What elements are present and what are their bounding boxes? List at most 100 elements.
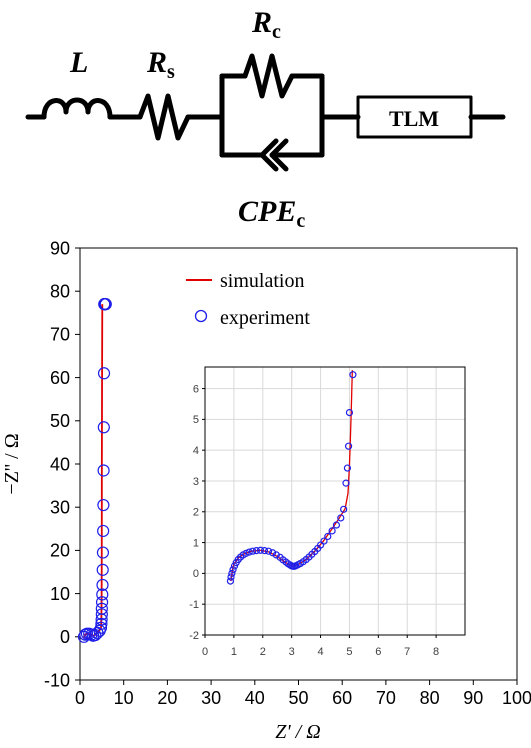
x-tick-label: 0 bbox=[202, 646, 208, 658]
y-tick-label: 80 bbox=[50, 282, 70, 302]
data-point-experiment bbox=[97, 524, 110, 538]
data-point-experiment bbox=[324, 532, 332, 541]
inset-frame bbox=[204, 366, 466, 636]
x-tick-label: 3 bbox=[289, 646, 295, 658]
legend-experiment-label: experiment bbox=[220, 307, 310, 329]
main-y-ticks: -10 0 10 20 30 40 50 60 70 80 90 bbox=[44, 238, 80, 690]
data-point-experiment bbox=[96, 563, 109, 576]
inset-grid bbox=[204, 367, 465, 636]
data-point-experiment bbox=[345, 408, 354, 417]
y-tick-label: 10 bbox=[50, 584, 70, 604]
inset-y-ticks: -2 -1 0 1 2 3 4 5 6 bbox=[189, 383, 205, 642]
data-point-experiment bbox=[252, 546, 261, 555]
data-point-experiment bbox=[226, 577, 235, 585]
data-point-experiment bbox=[342, 479, 350, 487]
label-rc: Rc bbox=[251, 6, 281, 43]
y-tick-label: -1 bbox=[189, 599, 199, 611]
x-tick-label: 100 bbox=[502, 688, 531, 708]
label-rs: Rs bbox=[146, 46, 175, 83]
x-tick-label: 2 bbox=[260, 646, 266, 658]
y-tick-label: -2 bbox=[189, 630, 199, 642]
y-tick-label: 60 bbox=[50, 368, 70, 388]
inset-series bbox=[226, 370, 357, 585]
x-tick-label: 5 bbox=[346, 646, 352, 658]
label-rc-sub: c bbox=[272, 21, 281, 43]
y-tick-label: 50 bbox=[50, 411, 70, 431]
data-point-experiment bbox=[96, 546, 110, 559]
x-tick-label: 40 bbox=[245, 688, 265, 708]
data-point-experiment bbox=[264, 547, 273, 555]
data-point-experiment bbox=[242, 549, 250, 557]
y-tick-label: 1 bbox=[193, 537, 199, 549]
x-tick-label: 70 bbox=[376, 688, 396, 708]
data-point-experiment bbox=[245, 548, 253, 556]
data-point-experiment bbox=[260, 546, 269, 555]
legend-simulation-label: simulation bbox=[220, 270, 304, 292]
data-point-experiment bbox=[320, 537, 328, 545]
x-tick-label: 7 bbox=[404, 646, 410, 658]
data-point-experiment bbox=[97, 464, 110, 477]
x-tick-label: 90 bbox=[463, 688, 483, 708]
data-point-experiment bbox=[227, 573, 235, 581]
label-cpe: CPEc bbox=[238, 195, 305, 232]
data-point-experiment bbox=[343, 464, 352, 472]
inset-x-ticks: 0 1 2 3 4 5 6 7 8 bbox=[202, 635, 439, 658]
y-tick-label: 3 bbox=[193, 476, 199, 488]
data-point-experiment bbox=[96, 578, 109, 592]
data-point-experiment bbox=[94, 621, 108, 634]
data-point-experiment bbox=[95, 602, 108, 615]
legend: simulation experiment bbox=[186, 270, 310, 329]
legend-experiment-swatch bbox=[194, 309, 208, 323]
data-point-experiment bbox=[97, 421, 110, 434]
y-tick-label: -10 bbox=[44, 670, 70, 690]
data-point-experiment bbox=[249, 547, 257, 555]
label-rs-main: R bbox=[146, 46, 167, 79]
y-tick-label: 5 bbox=[193, 414, 199, 426]
data-point-experiment bbox=[96, 588, 109, 601]
inset-background bbox=[205, 367, 465, 635]
data-point-experiment bbox=[328, 527, 336, 535]
data-point-experiment bbox=[340, 505, 348, 513]
label-rc-main: R bbox=[251, 6, 272, 39]
x-tick-label: 80 bbox=[420, 688, 440, 708]
data-point-experiment bbox=[95, 617, 108, 630]
y-tick-label: 40 bbox=[50, 454, 70, 474]
y-tick-label: 6 bbox=[193, 383, 199, 395]
y-tick-label: 70 bbox=[50, 325, 70, 345]
main-x-ticks: 0 10 20 30 40 50 60 70 80 90 100 bbox=[75, 680, 531, 708]
label-inductor: L bbox=[69, 46, 88, 79]
main-y-axis-label: −Z'' / Ω bbox=[1, 433, 23, 494]
y-tick-label: 30 bbox=[50, 498, 70, 518]
y-tick-label: 90 bbox=[50, 238, 70, 258]
data-point-experiment bbox=[344, 442, 353, 450]
x-tick-label: 60 bbox=[332, 688, 352, 708]
x-tick-label: 6 bbox=[375, 646, 381, 658]
x-tick-label: 10 bbox=[114, 688, 134, 708]
data-point-experiment bbox=[97, 367, 111, 380]
data-point-experiment bbox=[349, 371, 357, 379]
inductor-symbol bbox=[41, 97, 113, 120]
y-tick-label: 4 bbox=[193, 445, 199, 457]
data-point-experiment bbox=[228, 569, 236, 577]
main-series bbox=[77, 298, 112, 643]
x-tick-label: 4 bbox=[317, 646, 323, 658]
data-point-experiment bbox=[256, 546, 265, 554]
resistor-rs-symbol bbox=[137, 93, 191, 141]
data-point-experiment bbox=[269, 549, 277, 557]
main-x-axis-label: Z' / Ω bbox=[275, 721, 320, 743]
data-point-experiment bbox=[230, 562, 239, 570]
main-plot: 0 10 20 30 40 50 60 70 80 90 100 -1001020304050607… bbox=[1, 238, 531, 743]
data-point-experiment bbox=[99, 298, 112, 311]
label-cpe-sub: c bbox=[296, 210, 305, 232]
x-tick-label: 30 bbox=[201, 688, 221, 708]
data-point-experiment bbox=[85, 628, 98, 641]
data-point-experiment bbox=[95, 596, 109, 609]
data-point-experiment bbox=[97, 498, 110, 512]
label-cpe-main: CPE bbox=[238, 195, 296, 228]
inset-plot: 0 1 2 3 4 5 6 7 8 -2 -1 0 1 2 3 4 5 6 bbox=[189, 366, 466, 658]
data-point-experiment bbox=[337, 514, 345, 522]
data-point-experiment bbox=[332, 521, 341, 529]
y-tick-label: 2 bbox=[193, 507, 199, 519]
x-tick-label: 50 bbox=[288, 688, 308, 708]
